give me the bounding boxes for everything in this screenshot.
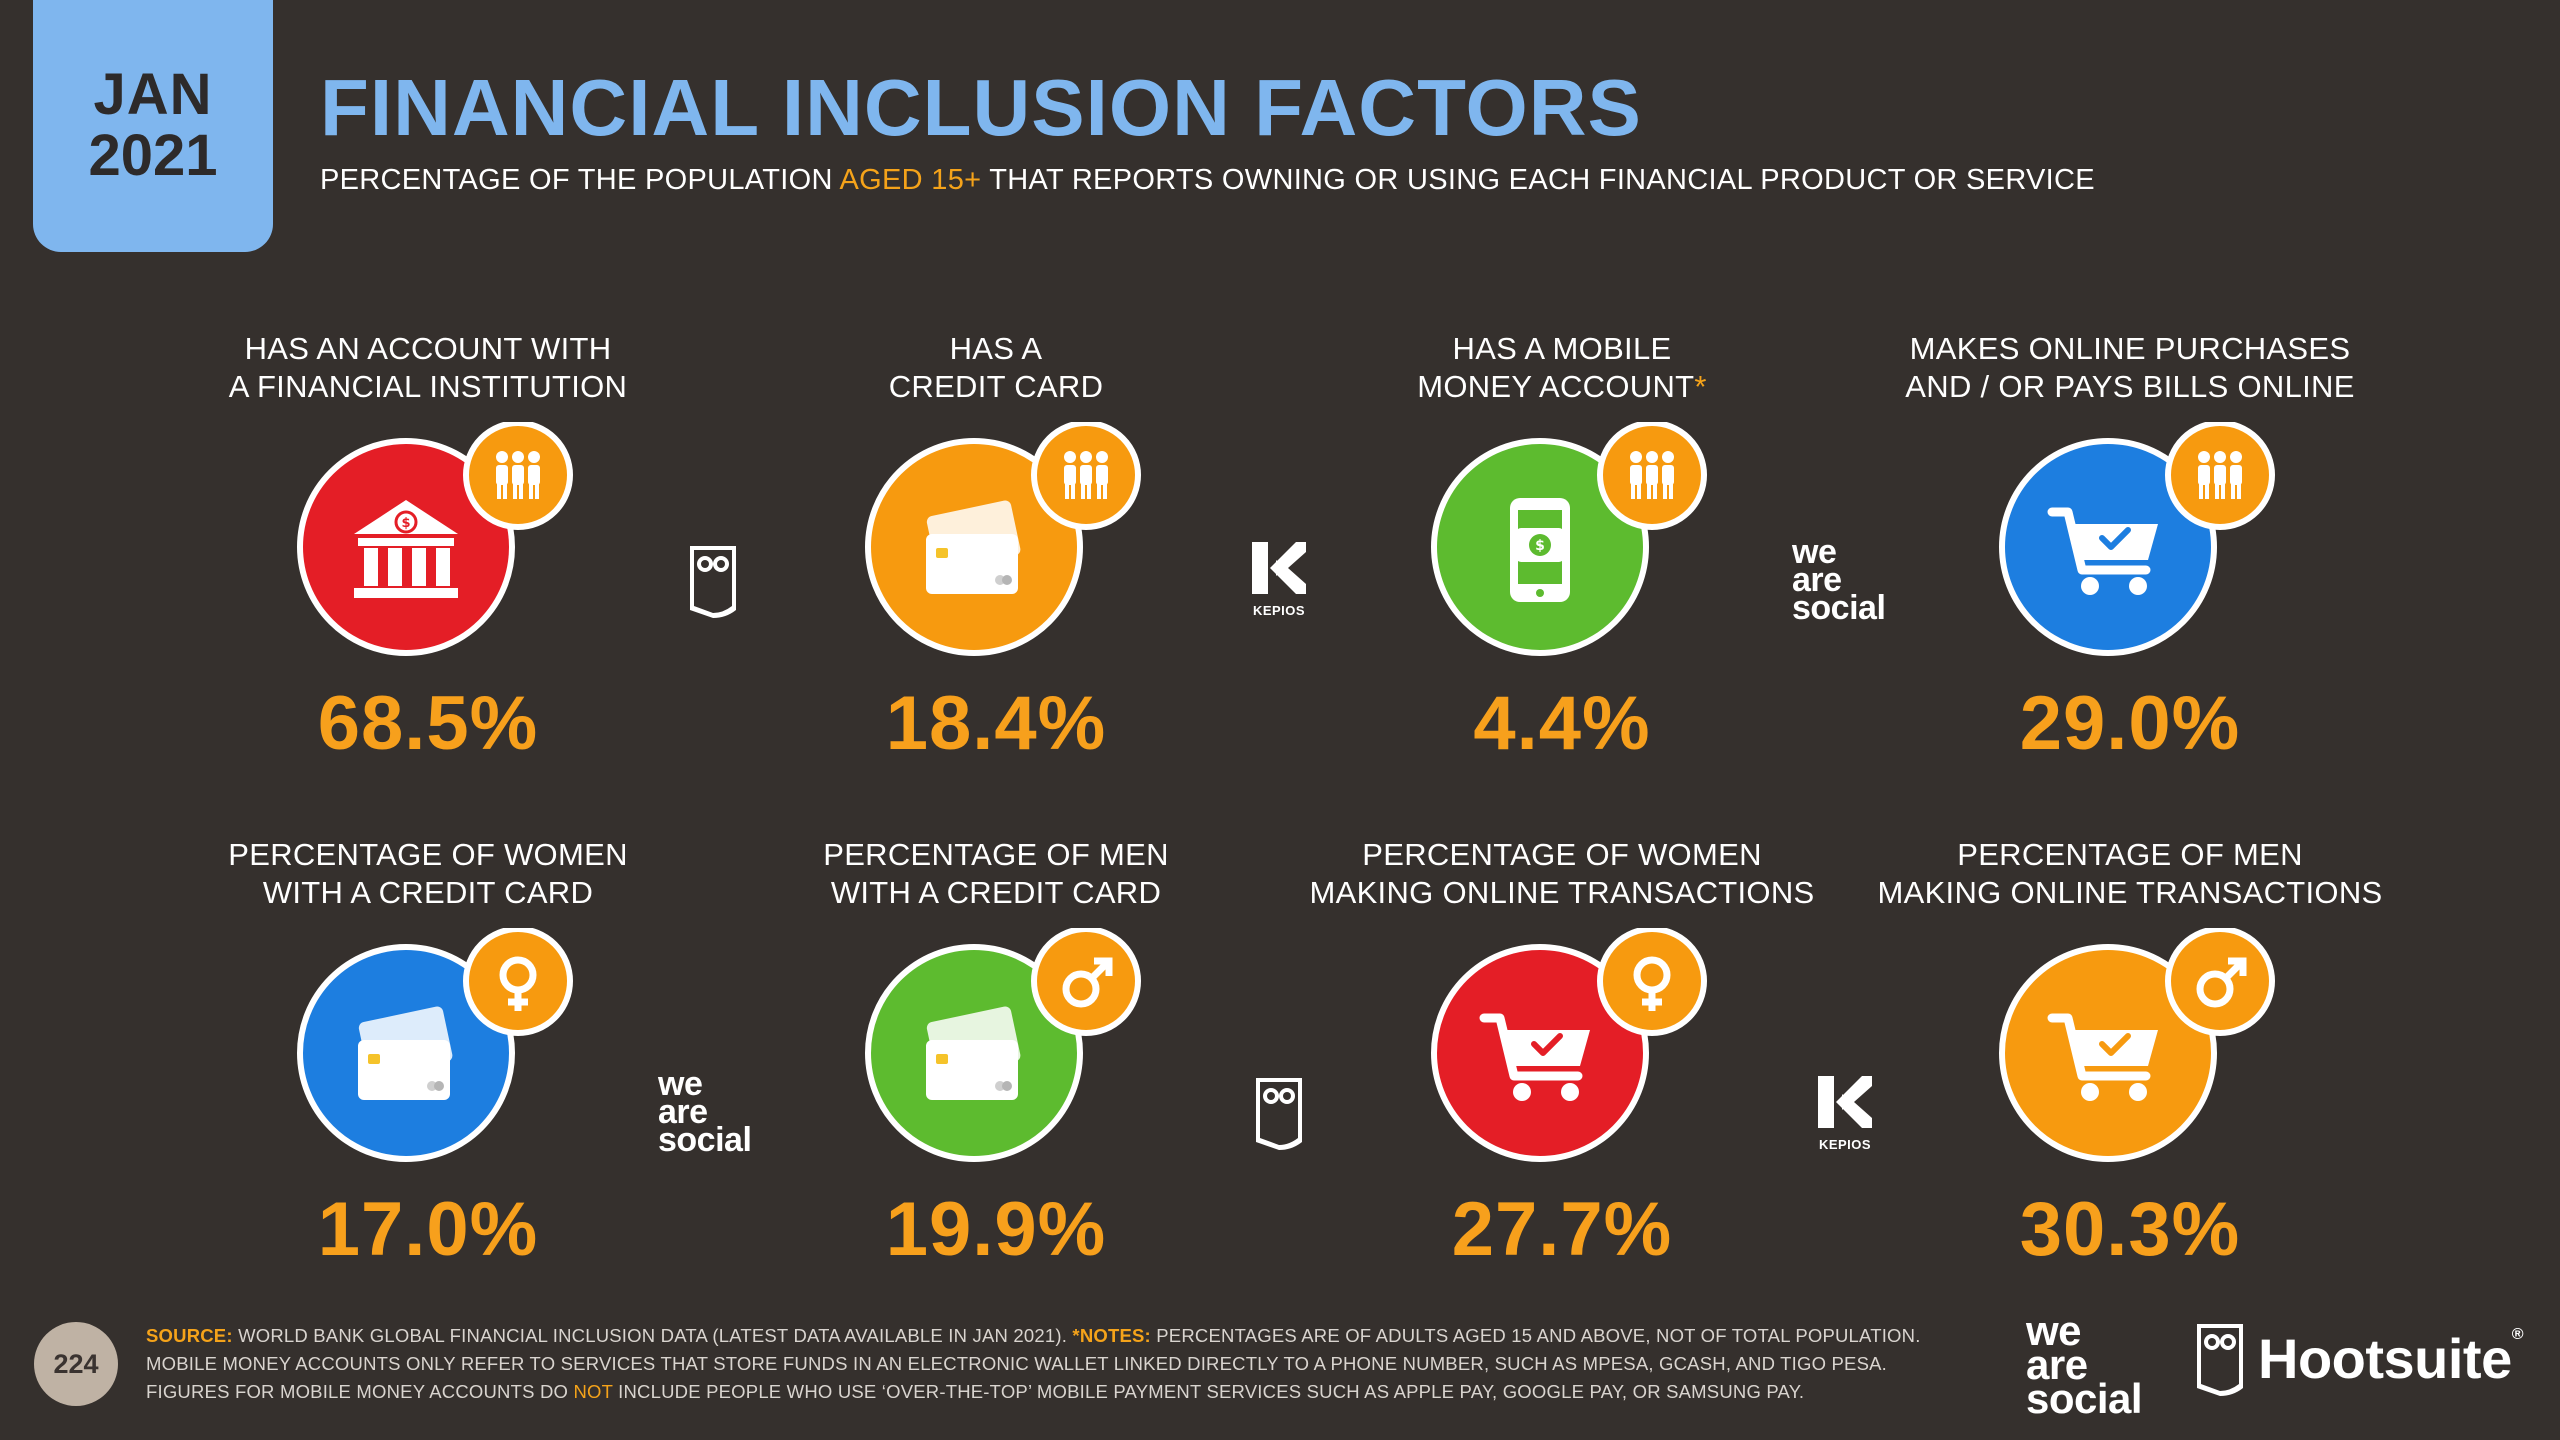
hootsuite-wordmark: Hootsuite® — [2258, 1325, 2524, 1390]
kepios-wordmark: KEPIOS — [1252, 603, 1306, 618]
credit-card-icon — [278, 926, 578, 1168]
shopping-cart-icon — [1980, 420, 2280, 662]
stat-label: PERCENTAGE OF WOMEN MAKING ONLINE TRANSAC… — [1309, 837, 1815, 910]
shopping-cart-icon — [1412, 926, 1712, 1168]
source-label: SOURCE: — [146, 1325, 233, 1346]
was-we: we — [2026, 1307, 2082, 1354]
we-are-social-footer-logo: we are social — [2026, 1307, 2143, 1422]
stat-value: 30.3% — [2019, 1187, 2241, 1272]
was-social: social — [2026, 1375, 2143, 1422]
stat-value: 29.0% — [2019, 681, 2241, 766]
hootsuite-logo: Hootsuite® — [2192, 1318, 2524, 1398]
hootsuite-owl-icon — [686, 540, 740, 625]
was-are: are — [1792, 561, 1842, 599]
bank-icon — [278, 420, 578, 662]
was-we: we — [1792, 533, 1837, 571]
source-text: WORLD BANK GLOBAL FINANCIAL INCLUSION DA… — [238, 1325, 1068, 1346]
stat-value: 19.9% — [885, 1187, 1107, 1272]
stat-label: PERCENTAGE OF WOMEN WITH A CREDIT CARD — [228, 837, 628, 910]
shopping-cart-icon — [1980, 926, 2280, 1168]
was-we: we — [658, 1065, 703, 1103]
was-social: social — [1792, 589, 1886, 627]
footer-source-notes: SOURCE: WORLD BANK GLOBAL FINANCIAL INCL… — [146, 1322, 1966, 1406]
date-month: JAN — [93, 62, 213, 128]
mobile-money-icon — [1412, 420, 1712, 662]
stat-value: 27.7% — [1451, 1187, 1673, 1272]
stat-value: 4.4% — [1473, 681, 1651, 766]
subtitle-highlight: AGED 15+ — [839, 164, 982, 196]
was-are: are — [2026, 1341, 2088, 1388]
stat-label: PERCENTAGE OF MEN MAKING ONLINE TRANSACTI… — [1877, 837, 2383, 910]
credit-card-icon — [846, 926, 1146, 1168]
subtitle-pre: PERCENTAGE OF THE POPULATION — [320, 164, 833, 196]
date-tab: JAN 2021 — [33, 0, 273, 252]
kepios-wordmark: KEPIOS — [1818, 1137, 1872, 1152]
kepios-logo: KEPIOS — [1816, 1074, 1874, 1152]
kepios-logo: KEPIOS — [1250, 540, 1308, 618]
hootsuite-owl-icon — [1252, 1072, 1306, 1157]
was-are: are — [658, 1093, 708, 1131]
notes-not: NOT — [573, 1381, 613, 1402]
stat-label: HAS A MOBILE MONEY ACCOUNT* — [1417, 331, 1707, 404]
subtitle-post: THAT REPORTS OWNING OR USING EACH FINANC… — [989, 164, 2095, 196]
stat-label: MAKES ONLINE PURCHASES AND / OR PAYS BILL… — [1905, 331, 2355, 404]
stat-value: 68.5% — [317, 681, 539, 766]
we-are-social-logo: we are social — [1792, 533, 1886, 627]
notes-label: *NOTES: — [1072, 1325, 1151, 1346]
page-subtitle: PERCENTAGE OF THE POPULATION AGED 15+ TH… — [320, 164, 2095, 197]
stat-value: 18.4% — [885, 681, 1107, 766]
date-year: 2021 — [88, 123, 218, 188]
page-number: 224 — [34, 1322, 118, 1406]
notes-text-2: INCLUDE PEOPLE WHO USE ‘OVER-THE-TOP’ MO… — [618, 1381, 1805, 1402]
credit-card-icon — [846, 420, 1146, 662]
stat-label: HAS AN ACCOUNT WITH A FINANCIAL INSTITUTI… — [228, 331, 628, 404]
was-social: social — [658, 1121, 752, 1159]
kepios-mark-icon — [1252, 542, 1306, 594]
we-are-social-logo: we are social — [658, 1065, 752, 1159]
hootsuite-owl-icon — [2197, 1324, 2243, 1396]
stat-label: PERCENTAGE OF MEN WITH A CREDIT CARD — [823, 837, 1169, 910]
stat-label: HAS A CREDIT CARD — [888, 331, 1104, 404]
kepios-mark-icon — [1818, 1076, 1872, 1128]
page-title: FINANCIAL INCLUSION FACTORS — [320, 63, 1642, 152]
stat-value: 17.0% — [317, 1187, 539, 1272]
notes-text-1: PERCENTAGES ARE OF ADULTS AGED 15 AND AB… — [146, 1325, 1921, 1402]
